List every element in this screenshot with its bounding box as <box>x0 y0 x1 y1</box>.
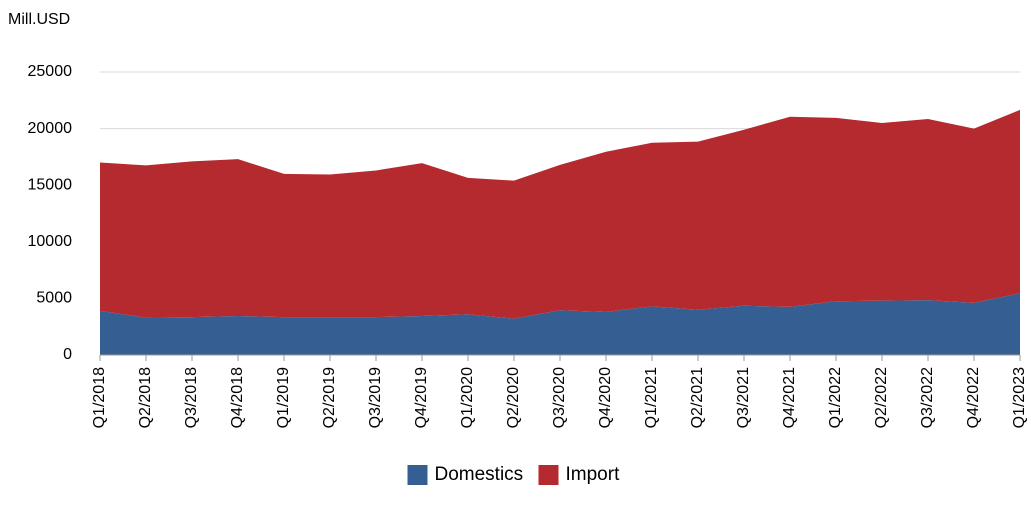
legend-label: Domestics <box>435 464 524 485</box>
x-tick-label: Q1/2023 <box>1011 367 1028 428</box>
x-tick-label: Q2/2020 <box>505 367 522 428</box>
y-tick-label: 10000 <box>28 233 73 250</box>
x-tick-label: Q3/2019 <box>367 367 384 428</box>
x-tick-label: Q3/2020 <box>551 367 568 428</box>
x-tick-label: Q2/2019 <box>321 367 338 428</box>
x-tick-label: Q3/2018 <box>183 367 200 428</box>
x-tick-label: Q4/2020 <box>597 367 614 428</box>
x-tick-label: Q2/2018 <box>137 367 154 428</box>
y-tick-label: 5000 <box>36 290 72 307</box>
y-tick-label: 20000 <box>28 120 73 137</box>
x-tick-label: Q1/2018 <box>91 367 108 428</box>
x-tick-label: Q4/2022 <box>965 367 982 428</box>
y-tick-label: 25000 <box>28 63 73 80</box>
x-tick-label: Q2/2021 <box>689 367 706 428</box>
x-tick-label: Q4/2018 <box>229 367 246 428</box>
y-axis-label: Mill.USD <box>8 11 70 28</box>
x-tick-label: Q1/2019 <box>275 367 292 428</box>
legend-swatch <box>538 465 559 485</box>
x-tick-label: Q1/2022 <box>827 367 844 428</box>
x-tick-label: Q3/2021 <box>735 367 752 428</box>
x-tick-label: Q1/2020 <box>459 367 476 428</box>
legend-swatch <box>407 465 428 485</box>
x-tick-label: Q4/2021 <box>781 367 798 428</box>
x-tick-label: Q4/2019 <box>413 367 430 428</box>
area <box>100 109 1020 319</box>
x-tick-label: Q1/2021 <box>643 367 660 428</box>
legend-label: Import <box>566 464 621 485</box>
x-tick-label: Q3/2022 <box>919 367 936 428</box>
y-tick-label: 15000 <box>28 176 73 193</box>
area <box>100 293 1020 355</box>
x-tick-label: Q2/2022 <box>873 367 890 428</box>
y-tick-label: 0 <box>63 346 72 363</box>
